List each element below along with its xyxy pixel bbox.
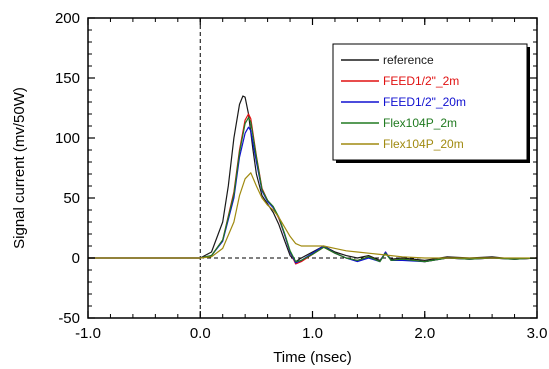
series-line-4 — [88, 172, 537, 259]
y-tick-label: 200 — [55, 10, 80, 27]
y-axis-label: Signal current (mv/50W) — [11, 87, 28, 249]
legend-label-3: Flex104P_2m — [383, 116, 457, 130]
x-tick-label: -1.0 — [75, 325, 101, 342]
y-tick-label: 100 — [55, 130, 80, 147]
y-tick-label: 0 — [72, 250, 80, 267]
y-tick-label: 50 — [63, 190, 80, 207]
x-tick-label: 0.0 — [190, 325, 211, 342]
legend-label-1: FEED1/2"_2m — [383, 74, 459, 88]
x-tick-label: 3.0 — [527, 325, 548, 342]
legend-label-2: FEED1/2"_20m — [383, 95, 466, 109]
y-tick-label: -50 — [58, 310, 80, 327]
legend-label-0: reference — [383, 53, 434, 67]
y-tick-label: 150 — [55, 70, 80, 87]
series-line-3 — [88, 116, 538, 263]
series-layer — [88, 95, 538, 265]
legend-label-4: Flex104P_20m — [383, 137, 464, 151]
x-tick-label: 1.0 — [302, 325, 323, 342]
x-axis-label: Time (nsec) — [273, 349, 352, 366]
legend: reference FEED1/2"_2m FEED1/2"_20m Flex104P… — [332, 43, 530, 163]
x-tick-label: 2.0 — [414, 325, 435, 342]
y-axis-ticks: -50 0 50 100 150 200 — [55, 10, 537, 327]
x-axis-ticks: -1.0 0.0 1.0 2.0 3.0 — [75, 18, 547, 342]
